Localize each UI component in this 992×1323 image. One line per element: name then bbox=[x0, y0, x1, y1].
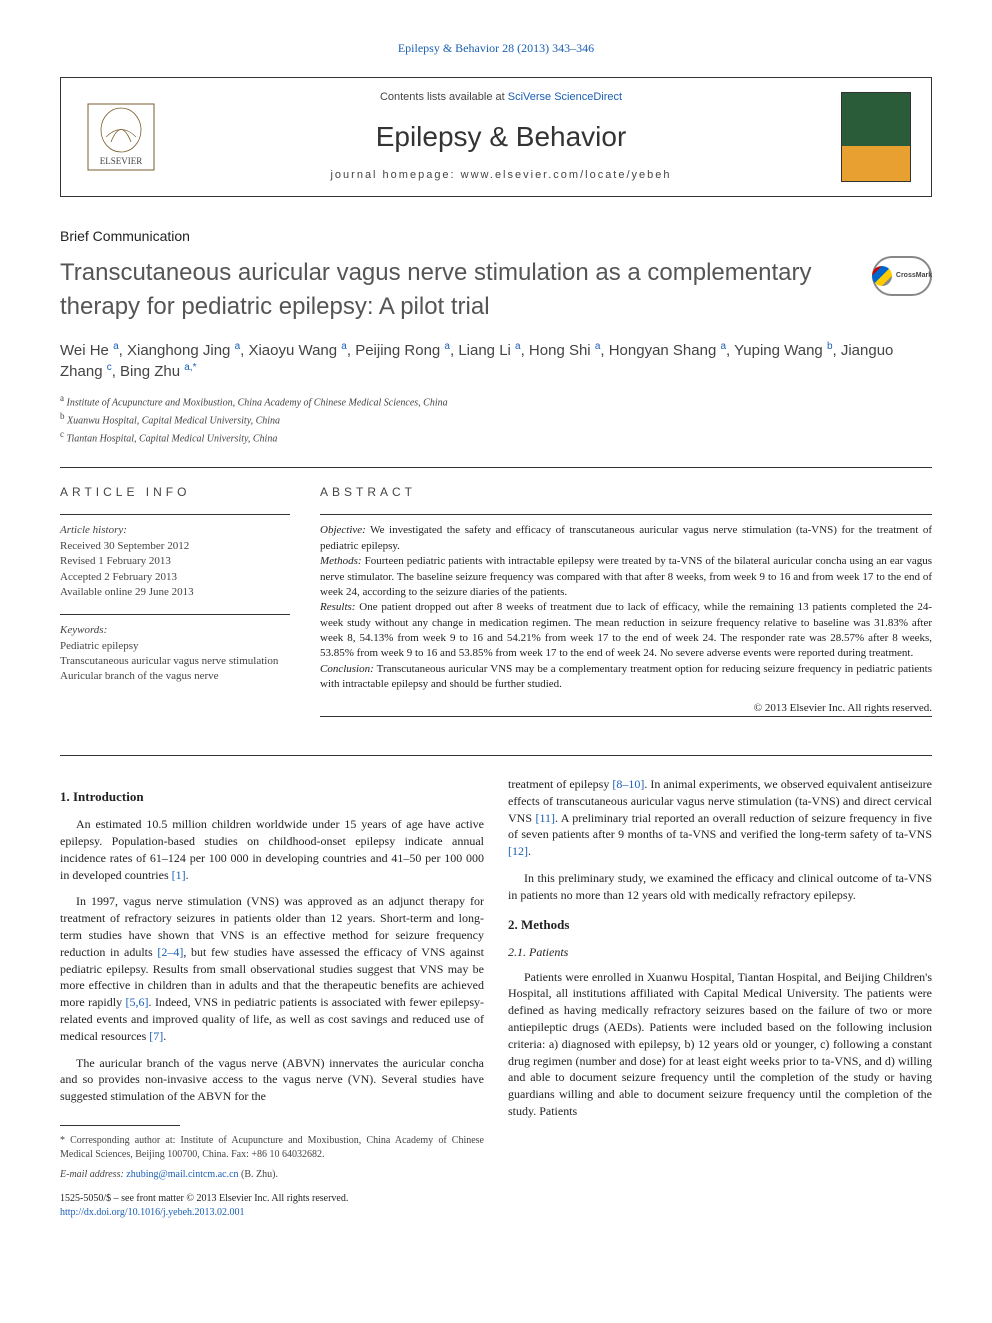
text: . A preliminary trial reported an overal… bbox=[508, 811, 932, 842]
affiliation-item: a Institute of Acupuncture and Moxibusti… bbox=[60, 392, 932, 410]
divider bbox=[320, 716, 932, 717]
abstract-objective-label: Objective: bbox=[320, 524, 366, 536]
divider bbox=[60, 614, 290, 615]
crossmark-label: CrossMark bbox=[896, 271, 932, 281]
abstract-objective: We investigated the safety and efficacy … bbox=[320, 524, 932, 551]
divider bbox=[60, 1125, 180, 1126]
journal-title: Epilepsy & Behavior bbox=[181, 117, 821, 156]
abstract-header: ABSTRACT bbox=[320, 484, 932, 501]
affiliation-item: c Tiantan Hospital, Capital Medical Univ… bbox=[60, 428, 932, 446]
citation-link[interactable]: [12] bbox=[508, 844, 528, 858]
patients-heading: 2.1. Patients bbox=[508, 944, 932, 961]
email-link[interactable]: zhubing@mail.cintcm.ac.cn bbox=[126, 1169, 238, 1180]
crossmark-badge[interactable]: CrossMark bbox=[872, 256, 932, 296]
history-revised: Revised 1 February 2013 bbox=[60, 554, 290, 569]
citation-link[interactable]: [8–10] bbox=[612, 777, 644, 791]
email-name: (B. Zhu). bbox=[241, 1169, 278, 1180]
intro-paragraph-1: An estimated 10.5 million children world… bbox=[60, 816, 484, 883]
doi-link[interactable]: http://dx.doi.org/10.1016/j.yebeh.2013.0… bbox=[60, 1207, 245, 1218]
header-citation[interactable]: Epilepsy & Behavior 28 (2013) 343–346 bbox=[60, 40, 932, 57]
copyright-block: 1525-5050/$ – see front matter © 2013 El… bbox=[60, 1192, 484, 1220]
column-left: 1. Introduction An estimated 10.5 millio… bbox=[60, 776, 484, 1220]
abstract-text: Objective: We investigated the safety an… bbox=[320, 523, 932, 692]
email-footnote: E-mail address: zhubing@mail.cintcm.ac.c… bbox=[60, 1168, 484, 1182]
divider bbox=[60, 514, 290, 515]
citation-link[interactable]: [11] bbox=[535, 811, 555, 825]
keywords: Keywords: Pediatric epilepsyTranscutaneo… bbox=[60, 623, 290, 685]
citation-link[interactable]: [5,6] bbox=[126, 995, 149, 1009]
history-label: Article history: bbox=[60, 523, 290, 538]
text: An estimated 10.5 million children world… bbox=[60, 817, 484, 881]
journal-header: ELSEVIER Contents lists available at Sci… bbox=[60, 77, 932, 197]
keyword-item: Pediatric epilepsy bbox=[60, 639, 290, 654]
contents-line: Contents lists available at SciVerse Sci… bbox=[181, 90, 821, 105]
intro-paragraph-3: The auricular branch of the vagus nerve … bbox=[60, 1055, 484, 1105]
abstract: ABSTRACT Objective: We investigated the … bbox=[320, 484, 932, 725]
journal-homepage[interactable]: journal homepage: www.elsevier.com/locat… bbox=[181, 168, 821, 183]
article-info-header: ARTICLE INFO bbox=[60, 484, 290, 501]
elsevier-logo: ELSEVIER bbox=[81, 97, 161, 177]
history-online: Available online 29 June 2013 bbox=[60, 585, 290, 600]
keywords-label: Keywords: bbox=[60, 623, 290, 638]
corresponding-footnote: * Corresponding author at: Institute of … bbox=[60, 1134, 484, 1162]
history-received: Received 30 September 2012 bbox=[60, 539, 290, 554]
abstract-conclusion-label: Conclusion: bbox=[320, 663, 374, 675]
text: treatment of epilepsy bbox=[508, 777, 612, 791]
svg-text:ELSEVIER: ELSEVIER bbox=[100, 156, 143, 166]
article-title: Transcutaneous auricular vagus nerve sti… bbox=[60, 256, 932, 323]
front-matter: 1525-5050/$ – see front matter © 2013 El… bbox=[60, 1192, 484, 1206]
crossmark-icon bbox=[872, 266, 892, 286]
abstract-methods: Fourteen pediatric patients with intract… bbox=[320, 555, 932, 598]
contents-prefix: Contents lists available at bbox=[380, 91, 508, 103]
page-container: Epilepsy & Behavior 28 (2013) 343–346 EL… bbox=[0, 0, 992, 1260]
keyword-item: Transcutaneous auricular vagus nerve sti… bbox=[60, 654, 290, 669]
citation-link[interactable]: [2–4] bbox=[157, 945, 183, 959]
article-title-text: Transcutaneous auricular vagus nerve sti… bbox=[60, 259, 811, 320]
citation-link[interactable]: [7] bbox=[149, 1029, 163, 1043]
abstract-results-label: Results: bbox=[320, 601, 355, 613]
journal-cover-thumb bbox=[841, 92, 911, 182]
keyword-item: Auricular branch of the vagus nerve bbox=[60, 669, 290, 684]
column-right: treatment of epilepsy [8–10]. In animal … bbox=[508, 776, 932, 1220]
body-columns: 1. Introduction An estimated 10.5 millio… bbox=[60, 776, 932, 1220]
abstract-methods-label: Methods: bbox=[320, 555, 362, 567]
info-abstract-row: ARTICLE INFO Article history: Received 3… bbox=[60, 484, 932, 725]
journal-header-center: Contents lists available at SciVerse Sci… bbox=[181, 90, 821, 184]
sciverse-link[interactable]: SciVerse ScienceDirect bbox=[508, 91, 622, 103]
citation-link[interactable]: [1] bbox=[172, 868, 186, 882]
intro-heading: 1. Introduction bbox=[60, 788, 484, 806]
article-history: Article history: Received 30 September 2… bbox=[60, 523, 290, 600]
divider bbox=[320, 514, 932, 515]
article-info: ARTICLE INFO Article history: Received 3… bbox=[60, 484, 290, 725]
article-type: Brief Communication bbox=[60, 227, 932, 247]
abstract-results: One patient dropped out after 8 weeks of… bbox=[320, 601, 932, 659]
col2-paragraph-2: In this preliminary study, we examined t… bbox=[508, 870, 932, 904]
divider bbox=[60, 467, 932, 468]
methods-heading: 2. Methods bbox=[508, 916, 932, 934]
email-label: E-mail address: bbox=[60, 1169, 124, 1180]
abstract-copyright: © 2013 Elsevier Inc. All rights reserved… bbox=[320, 701, 932, 716]
patients-paragraph: Patients were enrolled in Xuanwu Hospita… bbox=[508, 969, 932, 1120]
history-accepted: Accepted 2 February 2013 bbox=[60, 570, 290, 585]
abstract-conclusion: Transcutaneous auricular VNS may be a co… bbox=[320, 663, 932, 690]
authors-list: Wei He a, Xianghong Jing a, Xiaoyu Wang … bbox=[60, 340, 932, 382]
text: . bbox=[163, 1029, 166, 1043]
text: . bbox=[528, 844, 531, 858]
affiliation-item: b Xuanwu Hospital, Capital Medical Unive… bbox=[60, 410, 932, 428]
col2-paragraph-1: treatment of epilepsy [8–10]. In animal … bbox=[508, 776, 932, 860]
text: . bbox=[186, 868, 189, 882]
divider bbox=[60, 755, 932, 756]
affiliations: a Institute of Acupuncture and Moxibusti… bbox=[60, 392, 932, 447]
intro-paragraph-2: In 1997, vagus nerve stimulation (VNS) w… bbox=[60, 893, 484, 1044]
